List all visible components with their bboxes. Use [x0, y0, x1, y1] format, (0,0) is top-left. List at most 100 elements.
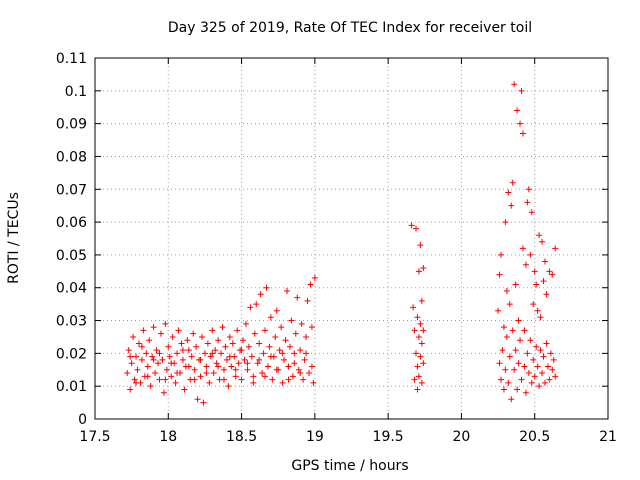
data-point: [530, 356, 537, 363]
data-point: [496, 360, 503, 367]
data-point: [500, 386, 507, 393]
data-point: [134, 366, 141, 373]
data-point: [185, 347, 192, 354]
data-point: [191, 366, 198, 373]
data-point: [198, 333, 205, 340]
y-tick-label: 0.05: [56, 248, 87, 264]
data-point: [415, 268, 422, 275]
data-point: [506, 353, 513, 360]
data-point: [512, 347, 519, 354]
data-point: [253, 301, 260, 308]
data-point: [420, 327, 427, 334]
x-tick-label: 20.5: [519, 429, 550, 445]
data-point: [254, 360, 261, 367]
data-point: [222, 343, 229, 350]
data-point: [150, 324, 157, 331]
data-point: [512, 281, 519, 288]
data-point: [226, 333, 233, 340]
data-point: [250, 379, 257, 386]
data-point: [242, 320, 249, 327]
data-point: [294, 294, 301, 301]
data-point: [414, 363, 421, 370]
data-point: [546, 376, 553, 383]
data-point: [191, 376, 198, 383]
data-point: [541, 258, 548, 265]
data-point: [414, 386, 421, 393]
data-point: [155, 360, 162, 367]
data-point: [146, 337, 153, 344]
data-point: [168, 360, 175, 367]
data-point: [200, 399, 207, 406]
data-point: [234, 327, 241, 334]
data-point: [502, 219, 509, 226]
data-point: [543, 340, 550, 347]
data-point: [530, 301, 537, 308]
data-point: [543, 291, 550, 298]
data-point: [308, 324, 315, 331]
data-point: [124, 370, 131, 377]
data-point: [257, 291, 264, 298]
data-point: [244, 360, 251, 367]
data-point: [498, 251, 505, 258]
data-point: [292, 330, 299, 337]
data-point: [414, 314, 421, 321]
data-point: [172, 379, 179, 386]
chart-title: Day 325 of 2019, Rate Of TEC Index for r…: [168, 20, 532, 36]
y-tick-label: 0.06: [56, 215, 87, 231]
data-point: [411, 376, 418, 383]
plot-frame: [94, 57, 609, 420]
data-point: [511, 366, 518, 373]
y-axis-label: ROTI / TECUs: [6, 192, 22, 284]
y-tick-label: 0.03: [56, 314, 87, 330]
data-point: [244, 366, 251, 373]
data-point: [541, 379, 548, 386]
data-point: [308, 363, 315, 370]
data-point: [266, 343, 273, 350]
data-point: [291, 360, 298, 367]
data-point: [514, 386, 521, 393]
data-point: [286, 343, 293, 350]
data-point: [157, 330, 164, 337]
data-point: [509, 327, 516, 334]
data-point: [138, 343, 145, 350]
data-point: [521, 363, 528, 370]
data-point: [418, 297, 425, 304]
data-point: [153, 347, 160, 354]
data-point: [505, 189, 512, 196]
data-point: [505, 379, 512, 386]
data-point: [278, 324, 285, 331]
data-point: [527, 251, 534, 258]
data-point: [550, 356, 557, 363]
data-point: [238, 376, 245, 383]
y-tick-label: 0.01: [56, 379, 87, 395]
data-point: [411, 327, 418, 334]
data-point: [519, 245, 526, 252]
data-point: [417, 320, 424, 327]
data-point: [267, 314, 274, 321]
data-point: [225, 383, 232, 390]
data-point: [135, 340, 142, 347]
data-point: [256, 340, 263, 347]
data-point: [495, 307, 502, 314]
data-point: [204, 340, 211, 347]
data-point: [539, 370, 546, 377]
data-point: [418, 379, 425, 386]
y-tick-label: 0.11: [56, 51, 87, 67]
data-point: [500, 324, 507, 331]
data-point: [305, 370, 312, 377]
x-tick-label: 17.5: [79, 429, 110, 445]
data-point: [288, 317, 295, 324]
data-point: [410, 304, 417, 311]
data-point: [149, 353, 156, 360]
data-point: [181, 386, 188, 393]
data-point: [298, 320, 305, 327]
x-axis: 17.5 18 18.5 19 19.5 20 20.5 21: [79, 58, 617, 445]
data-point: [226, 353, 233, 360]
data-point: [140, 327, 147, 334]
grid-lines: [95, 58, 608, 419]
data-point: [156, 350, 163, 357]
data-point: [232, 373, 239, 380]
data-point: [303, 333, 310, 340]
data-point: [307, 281, 314, 288]
